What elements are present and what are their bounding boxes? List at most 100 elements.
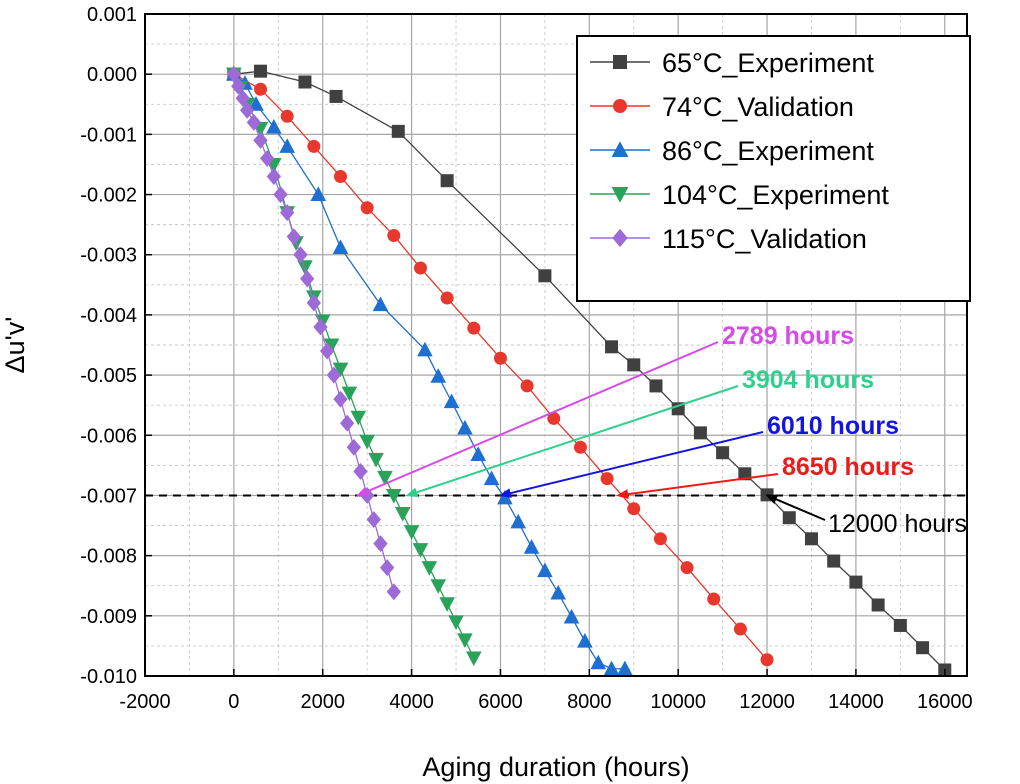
data-point [457, 633, 473, 649]
x-tick-label: 10000 [650, 691, 706, 713]
y-tick-label: -0.010 [80, 666, 137, 688]
data-point [550, 584, 567, 600]
data-point [871, 598, 885, 612]
y-tick-label: -0.004 [80, 305, 137, 327]
series-5 [226, 65, 401, 601]
plot-frame [144, 13, 968, 677]
data-point [346, 438, 361, 456]
data-point [297, 260, 313, 275]
data-point [547, 411, 561, 425]
data-point [359, 434, 375, 450]
data-point [733, 622, 747, 636]
data-point [326, 366, 341, 384]
y-tick-label: -0.009 [80, 606, 137, 628]
annotation-label: 2789 hours [722, 322, 854, 350]
data-point [366, 511, 381, 528]
data-point [332, 239, 349, 255]
data-point [916, 641, 930, 655]
data-point [443, 393, 460, 409]
data-point [537, 562, 553, 578]
y-tick-label: -0.005 [80, 365, 137, 387]
legend-entry: 65°C_Experiment [590, 48, 874, 78]
data-point [603, 660, 620, 676]
data-point [421, 561, 438, 576]
y-tick-label: 0.001 [87, 4, 137, 26]
data-point [417, 341, 433, 357]
data-point [320, 342, 335, 360]
data-point [430, 579, 447, 594]
data-point [341, 386, 358, 402]
legend-label: 115°C_Validation [662, 224, 867, 254]
annotation-label: 6010 hours [767, 412, 899, 440]
data-point [248, 96, 264, 111]
data-point [466, 651, 482, 667]
data-point [893, 618, 907, 632]
data-point [470, 446, 487, 462]
legend-entry: 115°C_Validation [590, 224, 867, 254]
data-point [573, 440, 587, 454]
legend-label: 74°C_Validation [662, 92, 854, 122]
legend-marker [611, 187, 629, 203]
annotation-arrow [498, 431, 764, 498]
legend-marker [613, 55, 627, 69]
data-point [523, 539, 540, 554]
data-point [310, 186, 327, 202]
data-point [372, 296, 389, 312]
data-point [653, 532, 667, 546]
legend-entry: 104°C_Experiment [590, 180, 889, 210]
data-point [538, 269, 552, 283]
data-point [440, 174, 454, 188]
legend-marker [612, 228, 628, 248]
y-tick-label: -0.008 [80, 546, 137, 568]
data-point [313, 318, 328, 336]
data-point [680, 561, 694, 575]
x-tick-label: 4000 [389, 691, 434, 713]
series-3 [226, 66, 633, 676]
data-point [360, 201, 374, 215]
axis-ticks: -2000 0 2000 4000 6000 8000 10000 12000 14000 160… [80, 4, 972, 713]
data-point [440, 291, 454, 305]
data-point [387, 228, 401, 242]
data-point [293, 246, 308, 264]
data-point [280, 204, 295, 222]
x-tick-label: -2000 [119, 691, 170, 713]
y-tick-label: 0.000 [87, 64, 137, 86]
data-point [286, 228, 301, 246]
data-point [413, 261, 427, 275]
legend-entry: 86°C_Experiment [590, 136, 874, 166]
legend-marker [611, 141, 629, 157]
data-point [260, 149, 275, 167]
data-point [266, 119, 282, 134]
data-point [849, 575, 863, 589]
data-point [333, 390, 348, 408]
data-point [439, 597, 455, 612]
annotation-label: 12000 hours [828, 510, 967, 538]
data-point [254, 64, 268, 78]
data-point [307, 139, 321, 153]
annotation-arrow [765, 494, 826, 521]
data-point [298, 75, 312, 89]
data-point [323, 338, 340, 354]
data-point [510, 513, 527, 529]
data-point [617, 660, 633, 676]
data-point [563, 608, 580, 624]
data-point [467, 321, 481, 335]
data-point [300, 270, 315, 288]
annotation-arrow [405, 385, 739, 498]
data-point [627, 358, 641, 372]
data-point [380, 559, 395, 577]
data-point [373, 535, 388, 553]
data-point [332, 362, 349, 378]
data-point [430, 368, 447, 383]
legend-entry: 74°C_Validation [590, 92, 854, 122]
legend: 65°C_Experiment 74°C_Validation 86°C_Exper… [576, 35, 971, 302]
data-point [329, 89, 343, 103]
annotation-arrow [355, 341, 719, 497]
x-tick-label: 0 [228, 691, 239, 713]
annotation-label: 8650 hours [782, 453, 914, 481]
data-point [520, 379, 534, 393]
data-point [693, 426, 707, 440]
data-point [493, 351, 507, 365]
series-layer [226, 64, 952, 677]
data-point [716, 446, 730, 460]
